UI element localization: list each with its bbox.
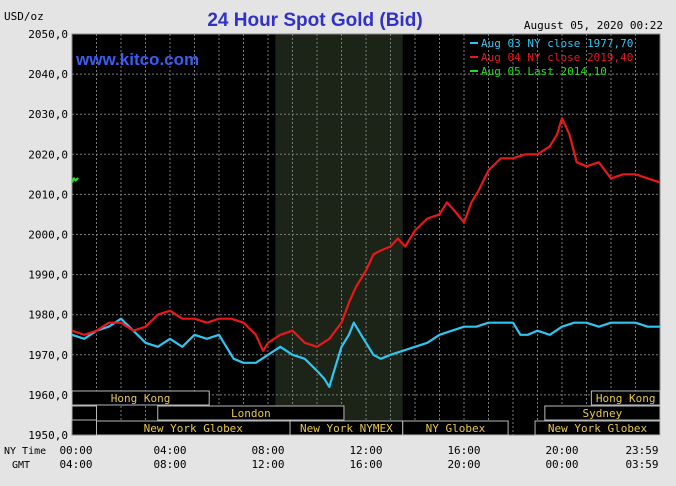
session-bar [544,405,661,421]
y-tick-label: 2030,0 [28,108,68,121]
x-tick-label-gmt: 03:59 [625,458,658,471]
x-tick-label-ny: 08:00 [251,444,284,457]
x-tick-label-gmt: 12:00 [251,458,284,471]
x-tick-label-gmt: 08:00 [153,458,186,471]
x-tick-label-gmt: 20:00 [447,458,480,471]
session-label: NY Globex [426,422,486,435]
timestamp: August 05, 2020 00:22 [524,19,663,32]
session-label: London [231,407,271,420]
session-label: Sydney [583,407,623,420]
session-bar [590,390,661,406]
y-tick-label: 1950,0 [28,429,68,442]
y-tick-label: 1980,0 [28,309,68,322]
y-tick-label: 1960,0 [28,389,68,402]
grid-lines [71,33,661,436]
session-bar [157,405,345,421]
gmt-label: GMT [12,460,30,471]
market-sessions: Hong Kong Hong Kong London Sydney New York G… [71,390,661,436]
chart-title: 24 Hour Spot Gold (Bid) [207,10,422,31]
x-tick-label-ny: 00:00 [59,444,92,457]
series-line-1 [71,117,661,352]
x-tick-label-ny: 04:00 [153,444,186,457]
y-tick-label: 2040,0 [28,68,68,81]
session-label: New York Globex [144,422,244,435]
x-tick-label-ny: 12:00 [349,444,382,457]
nymex-session-shading [275,34,403,435]
session-label: Hong Kong [596,392,656,405]
x-tick-label-ny: 23:59 [625,444,658,457]
x-tick-label-gmt: 04:00 [59,458,92,471]
y-tick-label: 1990,0 [28,269,68,282]
series-line-2 [71,177,79,183]
ny-time-label: NY Time [4,446,46,457]
x-tick-label-ny: 16:00 [447,444,480,457]
session-label: New York Globex [548,422,648,435]
x-axis-ticks: 00:0004:0004:0008:0008:0012:0012:0016:00… [59,444,658,471]
x-tick-label-gmt: 00:00 [545,458,578,471]
y-tick-label: 1970,0 [28,349,68,362]
watermark-url[interactable]: www.kitco.com [75,50,199,69]
x-tick-label-gmt: 16:00 [349,458,382,471]
session-bar [71,390,210,406]
y-tick-label: 2020,0 [28,148,68,161]
session-label: New York NYMEX [300,422,393,435]
session-bar [402,420,509,436]
x-tick-label-ny: 20:00 [545,444,578,457]
session-bar [534,420,661,436]
y-axis-unit: USD/oz [4,10,44,23]
y-axis-ticks: 2050,0 2040,0 2030,0 2020,0 2010,0 2000,0 1990… [28,28,68,442]
price-series [71,117,661,388]
session-bar [71,405,97,421]
y-tick-label: 2010,0 [28,188,68,201]
session-label: Hong Kong [111,392,171,405]
legend-label-2: Aug 05 Last 2014,10 [481,65,607,78]
legend-label-0: Aug 03 NY close 1977,70 [481,37,633,50]
series-line-0 [71,317,660,388]
y-tick-label: 2050,0 [28,28,68,41]
y-tick-label: 2000,0 [28,229,68,242]
legend-label-1: Aug 04 NY close 2019,40 [481,51,633,64]
